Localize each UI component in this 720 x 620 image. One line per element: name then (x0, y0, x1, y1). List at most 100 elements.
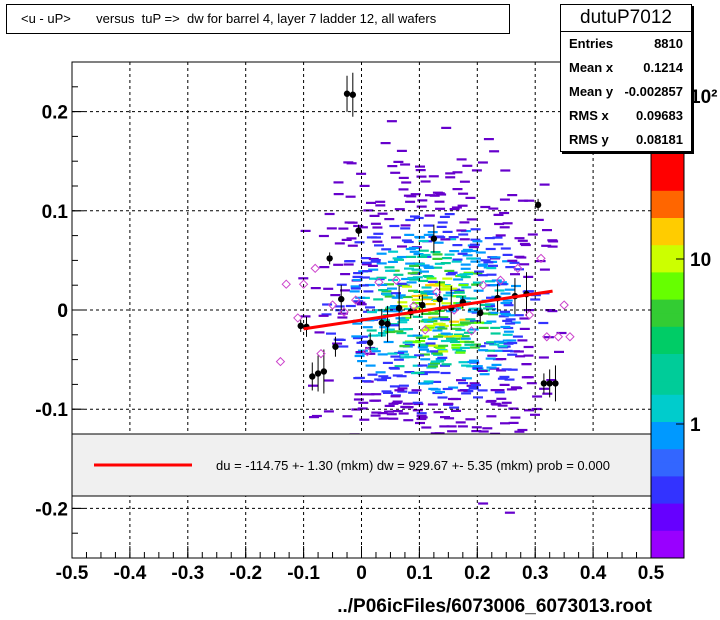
heatmap-cell (440, 238, 451, 241)
profile-point (378, 319, 385, 327)
heatmap-cell (464, 343, 475, 346)
heatmap-cell (368, 268, 379, 271)
heatmap-cell (334, 242, 345, 245)
heatmap-cell (434, 192, 445, 195)
heatmap-cell (451, 260, 462, 263)
heatmap-cell (361, 380, 372, 383)
profile-point (332, 343, 339, 350)
heatmap-cell (430, 251, 441, 254)
heatmap-cell (377, 283, 388, 286)
heatmap-cell (437, 356, 448, 359)
heatmap-cell (514, 268, 524, 271)
heatmap-cell (500, 325, 511, 329)
heatmap-cell (397, 350, 408, 353)
stats-value: 8810 (654, 36, 683, 51)
heatmap-cell (502, 349, 513, 352)
heatmap-cell (337, 312, 348, 315)
heatmap-cell (499, 198, 510, 201)
heatmap-cell (300, 229, 311, 232)
heatmap-cell (464, 340, 475, 344)
heatmap-cell (461, 392, 472, 395)
x-tick-label: -0.5 (56, 563, 89, 584)
heatmap-cell (352, 275, 363, 278)
heatmap-cell (438, 324, 449, 327)
heatmap-cell (394, 351, 405, 355)
heatmap-cell (438, 344, 449, 347)
heatmap-cell (448, 236, 459, 239)
heatmap-cell (330, 294, 341, 297)
heatmap-cell (353, 377, 364, 380)
heatmap-cell (440, 318, 450, 321)
heatmap-cell (332, 342, 343, 345)
axes: -0.5 -0.4 -0.3 -0.2 -0.1 0 0.1 0.2 0.3 0.4 0.5 -0.2… (35, 61, 665, 584)
heatmap-cell (418, 294, 429, 297)
heatmap-cell (393, 273, 404, 276)
heatmap-cell (465, 196, 476, 199)
heatmap-cell (449, 208, 460, 211)
heatmap-cell (391, 292, 401, 295)
heatmap-cell (477, 369, 488, 372)
heatmap-cell (365, 352, 376, 355)
heatmap-cell (405, 262, 416, 265)
heatmap-cell (397, 390, 408, 393)
heatmap-cell (426, 292, 437, 295)
heatmap-cell (523, 376, 534, 379)
heatmap-cell (485, 357, 496, 360)
heatmap-cell (381, 248, 392, 251)
heatmap-cell (419, 382, 430, 385)
heatmap-cell (420, 180, 431, 183)
heatmap-cell (311, 414, 322, 418)
heatmap-cell (375, 334, 386, 337)
heatmap-cell (333, 263, 344, 266)
open-marker (298, 279, 309, 289)
heatmap-cell (351, 335, 362, 338)
heatmap-cell (380, 142, 391, 145)
heatmap-cell (423, 233, 434, 236)
heatmap-cell (386, 413, 397, 416)
heatmap-cell (392, 257, 403, 260)
heatmap-cell (435, 322, 446, 326)
heatmap-cell (514, 430, 525, 433)
heatmap-cell (455, 351, 466, 354)
profile-point (309, 373, 316, 380)
open-marker (542, 332, 552, 342)
heatmap-cell (389, 324, 400, 327)
heatmap-cell (505, 266, 516, 269)
heatmap-cell (496, 358, 507, 361)
heatmap-cell (370, 259, 381, 262)
heatmap-cell (467, 310, 478, 313)
heatmap-cell (471, 426, 482, 429)
heatmap-cell (483, 307, 494, 310)
heatmap-cell (386, 120, 397, 123)
heatmap-cell (513, 350, 524, 353)
palette-tick-label: 1 (690, 415, 701, 436)
heatmap-cell (460, 276, 471, 279)
stats-value: 0.09683 (636, 108, 683, 123)
palette-cell (651, 530, 684, 545)
heatmap-cell (371, 236, 381, 239)
heatmap-cell (414, 354, 425, 357)
heatmap-cell (394, 258, 404, 261)
heatmap-cell (442, 285, 453, 288)
heatmap-cell (471, 343, 481, 346)
heatmap-cell (446, 425, 457, 428)
heatmap-cell (437, 396, 448, 399)
heatmap-cell (427, 337, 438, 340)
heatmap-cell (432, 329, 443, 332)
heatmap-cell (491, 403, 502, 406)
heatmap-cell (359, 276, 370, 279)
heatmap-cell (387, 260, 398, 263)
heatmap-cell (378, 375, 389, 378)
heatmap-cell (510, 321, 521, 324)
heatmap-cell (431, 317, 442, 320)
heatmap-cell (435, 358, 446, 361)
heatmap-cell (394, 208, 405, 211)
heatmap-cell (384, 404, 395, 407)
palette-cell (651, 490, 684, 505)
heatmap-cell (503, 304, 514, 307)
heatmap-cell (554, 350, 564, 353)
heatmap-cell (374, 244, 384, 247)
x-tick-label: -0.1 (287, 563, 320, 584)
heatmap-cell (506, 339, 517, 342)
